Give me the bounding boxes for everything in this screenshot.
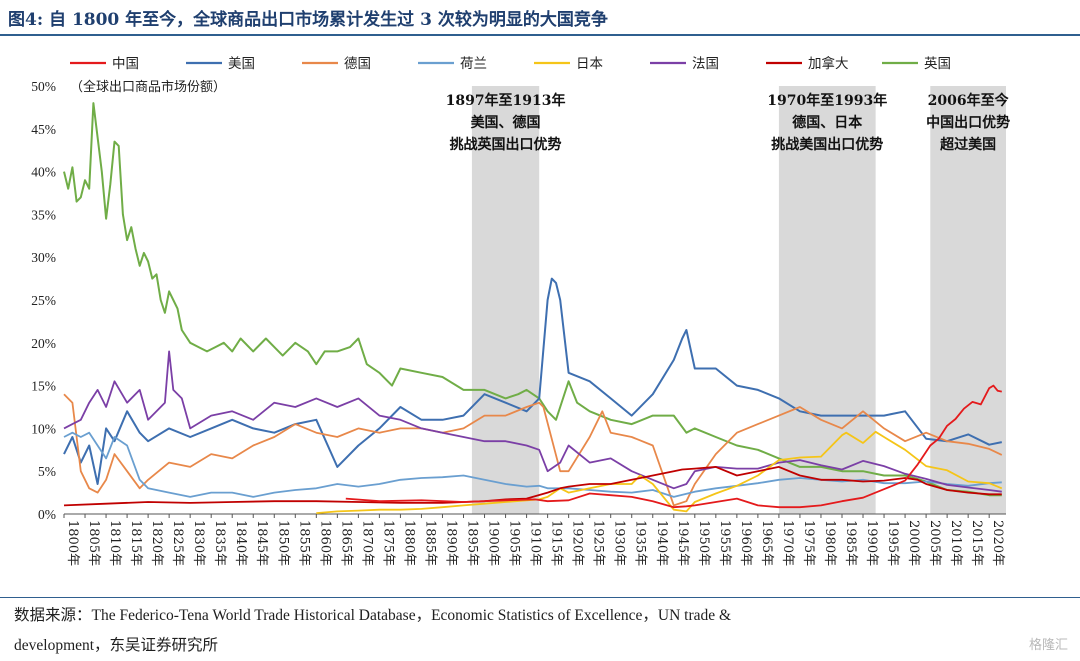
y-tick-label: 30% [31, 250, 56, 265]
x-tick-label: 2015年 [969, 520, 984, 566]
y-tick-label: 40% [31, 165, 56, 180]
x-tick-label: 2005年 [927, 520, 942, 566]
shaded-region-1 [471, 86, 540, 514]
region-label-1-3: 挑战英国出口优势 [450, 136, 562, 153]
title-bar: 图4: 自 1800 年至今，全球商品出口市场累计发生过 3 次较为明显的大国竞… [0, 0, 1080, 36]
x-tick-label: 1930年 [612, 520, 627, 566]
chart: 0% 5% 10% 15% 20% 25% 30% 35% 40% 45% 50% 1800年 1805… [31, 55, 1011, 566]
region-label-3-2: 中国出口优势 [926, 114, 1010, 131]
shaded-regions [471, 86, 1006, 514]
x-tick-label: 1985年 [843, 520, 858, 566]
x-tick-label: 1940年 [654, 520, 669, 566]
x-tick-label: 1810年 [107, 520, 122, 566]
source-divider [0, 597, 1080, 598]
chart-title: 图4: 自 1800 年至今，全球商品出口市场累计发生过 3 次较为明显的大国竞… [8, 10, 608, 30]
legend-label-japan: 日本 [576, 56, 604, 72]
x-tick-label: 1865年 [338, 520, 353, 566]
x-tick-label: 1805年 [86, 520, 101, 566]
x-tick-label: 1815年 [128, 520, 143, 566]
x-tick-label: 1840年 [233, 520, 248, 566]
y-tick-label: 0% [38, 507, 56, 522]
x-tick-label: 1825年 [170, 520, 185, 566]
legend-label-uk: 英国 [924, 55, 951, 72]
x-tick-label: 1905年 [507, 520, 522, 566]
series-lines [63, 102, 1003, 514]
legend-label-usa: 美国 [228, 56, 255, 72]
x-tick-label: 1830年 [191, 520, 206, 566]
series-line-usa [63, 277, 1003, 485]
x-tick-label: 1835年 [212, 520, 227, 566]
region-label-2-2: 德国、日本 [792, 114, 863, 131]
legend-label-france: 法国 [692, 56, 719, 72]
x-tick-label: 1915年 [549, 520, 564, 566]
x-tick-label: 2000年 [906, 520, 921, 566]
legend-label-canada: 加拿大 [808, 55, 849, 72]
region-label-3-3: 超过美国 [939, 136, 996, 153]
x-tick-label: 1875年 [380, 520, 395, 566]
x-tick-label: 1900年 [486, 520, 501, 566]
series-line-france [63, 350, 1002, 493]
x-tick-label: 1885年 [422, 520, 437, 566]
shaded-region-3 [930, 86, 1006, 514]
x-tick-label: 1880年 [401, 520, 416, 566]
legend-label-germany: 德国 [344, 56, 371, 72]
series-line-germany [63, 393, 1003, 507]
x-tick-label: 1975年 [801, 520, 816, 566]
x-tick-label: 1920年 [570, 520, 585, 566]
x-tick-label: 1855年 [296, 520, 311, 566]
unit-note: （全球出口商品市场份额） [70, 79, 226, 95]
x-tick-label: 1990年 [864, 520, 879, 566]
x-tick-label: 1970年 [780, 520, 795, 566]
x-tick-label: 1800年 [65, 520, 80, 566]
x-tick-label: 1955年 [717, 520, 732, 566]
x-tick-label: 1890年 [443, 520, 458, 566]
series-line-uk [63, 102, 1002, 497]
y-tick-label: 20% [31, 336, 56, 351]
axes: 0% 5% 10% 15% 20% 25% 30% 35% 40% 45% 50% 1800年 1805… [31, 79, 1006, 566]
source-line-2: development，东吴证券研究所 [14, 637, 219, 654]
x-tick-label: 1845年 [254, 520, 269, 566]
source-line-1: 数据来源：The Federico-Tena World Trade Histo… [14, 607, 732, 624]
watermark: 格隆汇 [1028, 638, 1068, 653]
series-line-china [345, 384, 1002, 509]
x-tick-label: 1995年 [885, 520, 900, 566]
x-tick-label: 1945年 [675, 520, 690, 566]
region-label-1-2: 美国、德国 [471, 114, 541, 131]
x-tick-label: 1980年 [822, 520, 837, 566]
x-tick-label: 1950年 [696, 520, 711, 566]
legend-label-netherlands: 荷兰 [460, 56, 487, 72]
x-tick-label: 1925年 [591, 520, 606, 566]
region-label-2-1: 1970年至1993年 [767, 92, 887, 109]
legend: 中国 美国 德国 荷兰 日本 法国 加拿大 英国 [70, 55, 951, 72]
x-tick-label: 1965年 [759, 520, 774, 566]
x-tick-label: 1910年 [528, 520, 543, 566]
x-tick-label: 1935年 [633, 520, 648, 566]
y-tick-label: 50% [31, 79, 56, 94]
y-tick-label: 10% [31, 421, 56, 436]
y-tick-label: 35% [31, 207, 56, 222]
x-tick-label: 1860年 [317, 520, 332, 566]
region-label-3-1: 2006年至今 [928, 92, 1009, 109]
x-tick-label: 1870年 [359, 520, 374, 566]
legend-label-china: 中国 [112, 56, 139, 72]
region-label-1-1: 1897年至1913年 [446, 92, 566, 109]
x-tick-label: 1895年 [465, 520, 480, 566]
series-line-japan [316, 430, 1003, 514]
x-tick-label: 1850年 [275, 520, 290, 566]
region-label-2-3: 挑战美国出口优势 [771, 136, 883, 153]
x-tick-label: 2020年 [990, 520, 1005, 566]
y-tick-label: 15% [31, 379, 56, 394]
x-tick-label: 2010年 [948, 520, 963, 566]
y-tick-label: 45% [31, 122, 56, 137]
y-tick-label: 5% [38, 464, 56, 479]
x-tick-label: 1960年 [738, 520, 753, 566]
x-tick-label: 1820年 [149, 520, 164, 566]
y-tick-label: 25% [31, 293, 56, 308]
shaded-region-2 [778, 86, 876, 514]
series-line-canada [63, 465, 1002, 507]
